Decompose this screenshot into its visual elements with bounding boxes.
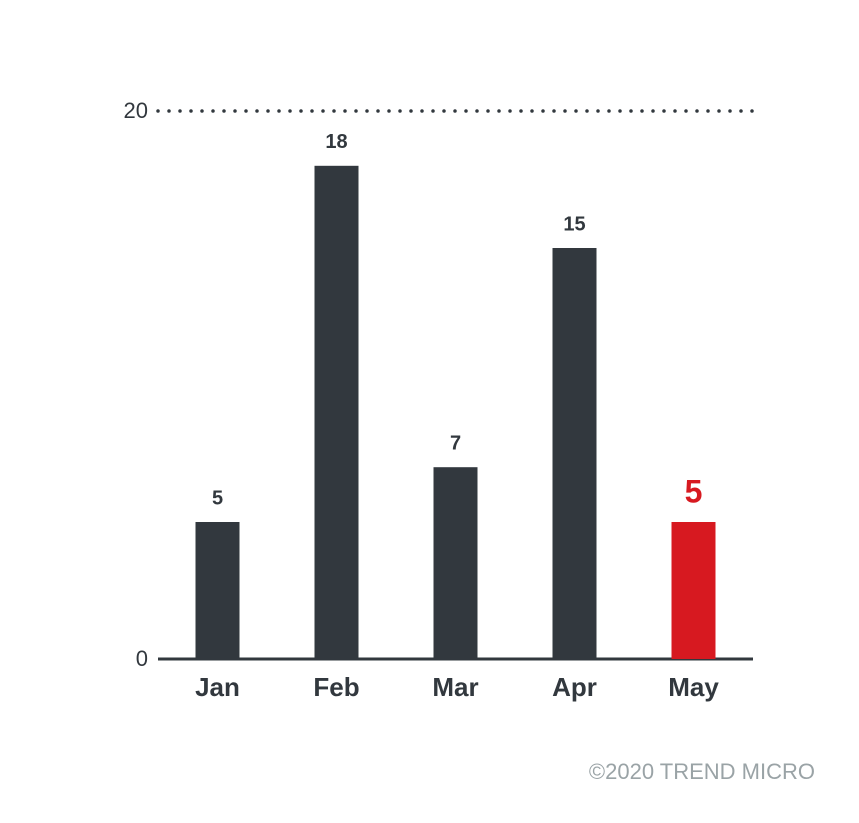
x-tick-label: May <box>668 672 719 702</box>
bar <box>433 467 478 659</box>
y-tick-label: 0 <box>136 646 148 671</box>
x-tick-label: Jan <box>195 672 240 702</box>
bar <box>671 522 716 659</box>
value-label: 15 <box>563 213 585 235</box>
value-label: 7 <box>450 432 461 454</box>
bar <box>552 248 597 659</box>
value-label: 18 <box>325 131 347 153</box>
copyright: ©2020 TREND MICRO <box>589 759 815 784</box>
x-tick-label: Feb <box>313 672 359 702</box>
x-tick-label: Mar <box>432 672 478 702</box>
bar <box>195 522 240 659</box>
x-tick-label: Apr <box>552 672 597 702</box>
value-label: 5 <box>212 487 223 509</box>
value-label: 5 <box>685 473 703 509</box>
y-tick-label: 20 <box>124 98 148 123</box>
bar <box>314 165 359 660</box>
